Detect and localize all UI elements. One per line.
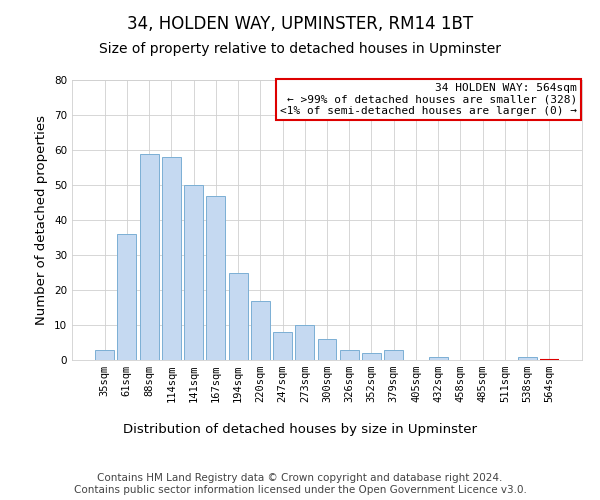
Bar	[251, 300, 270, 360]
Text: 34, HOLDEN WAY, UPMINSTER, RM14 1BT: 34, HOLDEN WAY, UPMINSTER, RM14 1BT	[127, 15, 473, 33]
Bar	[384, 350, 403, 360]
Bar	[317, 339, 337, 360]
Bar	[229, 272, 248, 360]
Bar	[295, 325, 314, 360]
Text: 34 HOLDEN WAY: 564sqm
← >99% of detached houses are smaller (328)
<1% of semi-de: 34 HOLDEN WAY: 564sqm ← >99% of detached…	[280, 83, 577, 116]
Bar	[95, 350, 114, 360]
Bar	[184, 185, 203, 360]
Bar	[273, 332, 292, 360]
Y-axis label: Number of detached properties: Number of detached properties	[35, 115, 49, 325]
Bar	[118, 234, 136, 360]
Bar	[162, 157, 181, 360]
Bar	[140, 154, 158, 360]
Bar	[362, 353, 381, 360]
Bar	[429, 356, 448, 360]
Text: Contains HM Land Registry data © Crown copyright and database right 2024.
Contai: Contains HM Land Registry data © Crown c…	[74, 474, 526, 495]
Bar	[518, 356, 536, 360]
Text: Size of property relative to detached houses in Upminster: Size of property relative to detached ho…	[99, 42, 501, 56]
Text: Distribution of detached houses by size in Upminster: Distribution of detached houses by size …	[123, 422, 477, 436]
Bar	[206, 196, 225, 360]
Bar	[340, 350, 359, 360]
